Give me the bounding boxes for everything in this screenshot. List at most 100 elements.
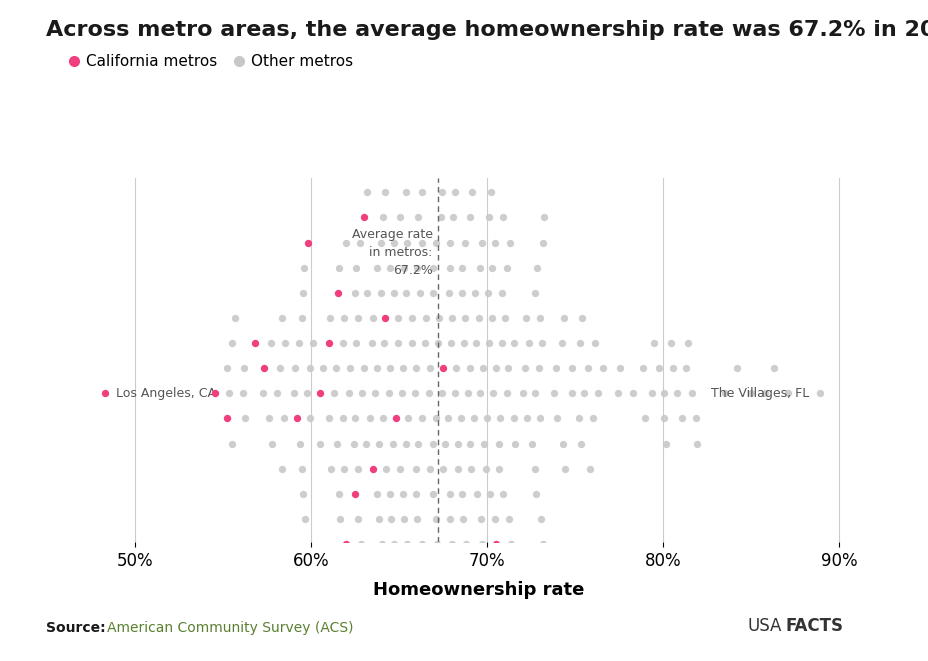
Point [290,413,304,424]
Point [331,488,346,499]
Point [487,514,502,524]
Point [274,463,289,474]
Point [428,413,443,424]
Point [519,413,534,424]
Point [452,61,467,72]
Point [305,338,320,348]
Point [237,363,251,373]
Point [445,212,460,223]
Point [347,488,362,499]
Point [481,288,496,298]
Point [237,413,251,424]
Point [461,363,476,373]
Point [447,187,462,198]
Point [469,338,483,348]
Point [658,438,673,449]
Point [408,488,423,499]
Point [381,388,396,399]
Point [387,539,402,549]
Point [274,313,289,323]
Point [523,438,538,449]
Point [518,363,533,373]
Point [459,388,474,399]
Point [295,463,310,474]
Point [377,338,392,348]
Point [445,539,459,549]
Point [535,212,550,223]
Point [495,488,509,499]
Point [354,388,368,399]
Point [480,413,495,424]
Point [322,313,337,323]
Point [665,363,680,373]
Point [564,363,579,373]
Point [442,262,457,273]
Point [531,363,546,373]
Point [329,438,343,449]
Point [465,639,480,650]
Point [295,488,310,499]
Point [463,463,478,474]
Point [503,539,518,549]
Point [323,463,338,474]
Point [387,639,402,650]
Point [364,338,379,348]
Point [315,363,329,373]
Point [383,514,398,524]
Point [435,463,450,474]
Point [526,463,541,474]
Point [385,137,400,147]
Point [555,438,570,449]
Point [393,463,407,474]
Point [418,313,432,323]
Point [410,212,425,223]
Point [443,237,458,248]
Point [383,614,398,625]
Point [451,137,466,147]
Point [342,388,356,399]
Point [442,488,457,499]
Point [656,388,671,399]
Point [496,212,510,223]
Point [590,388,605,399]
Point [485,614,500,625]
Point [485,137,500,147]
Point [399,162,414,173]
Point [272,363,287,373]
Point [473,237,488,248]
X-axis label: Homeownership rate: Homeownership rate [372,581,584,599]
Point [454,262,469,273]
Point [336,313,351,323]
Point [375,413,390,424]
Point [743,388,758,399]
Point [464,162,479,173]
Point [264,438,279,449]
Text: Source:: Source: [46,621,106,635]
Point [256,363,271,373]
Point [499,388,514,399]
Point [337,463,352,474]
Point [369,488,384,499]
Point [425,288,440,298]
Point [474,539,489,549]
Point [452,639,467,650]
Point [329,363,343,373]
Point [264,338,278,348]
Point [535,539,550,549]
Point [399,614,414,625]
Point [651,363,665,373]
Point [452,112,467,122]
Point [482,212,496,223]
Point [414,413,429,424]
Point [445,87,460,97]
Point [412,288,427,298]
Point [347,288,362,298]
Point [415,589,430,600]
Text: USA: USA [747,617,781,635]
Point [419,639,434,650]
Point [416,137,431,147]
Point [379,589,393,600]
Point [98,388,113,399]
Point [586,338,601,348]
Point [351,514,366,524]
